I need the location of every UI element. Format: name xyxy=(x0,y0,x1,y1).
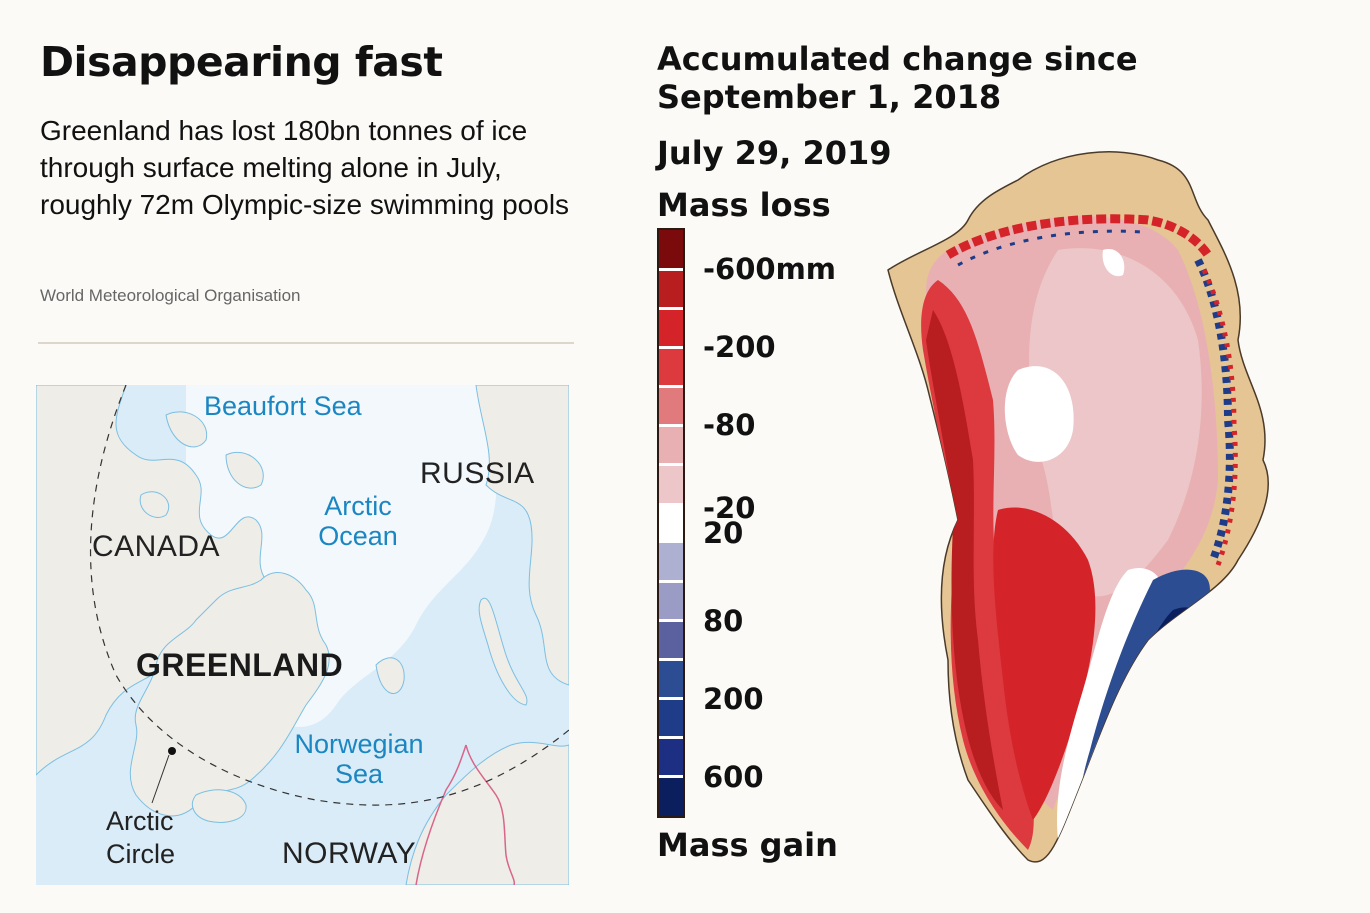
map-title-line2: September 1, 2018 xyxy=(657,78,1002,116)
legend-separator xyxy=(659,580,683,584)
legend-tick-label: 600 xyxy=(703,759,764,794)
divider xyxy=(38,342,574,344)
legend-separator xyxy=(659,736,683,740)
label-greenland: GREENLAND xyxy=(136,647,344,683)
arctic-circle-marker xyxy=(168,747,176,755)
label-norway: NORWAY xyxy=(282,837,417,870)
legend-bin xyxy=(659,581,683,622)
legend-separator xyxy=(659,306,683,310)
ice-no-change-zone-2 xyxy=(1102,249,1125,277)
legend-separator xyxy=(659,658,683,662)
map-date: July 29, 2019 xyxy=(657,134,892,172)
label-arctic-circle: Arctic Circle xyxy=(106,806,176,869)
legend-bin xyxy=(659,659,683,700)
legend-tick-label: -80 xyxy=(703,408,756,443)
map-title: Accumulated change since September 1, 20… xyxy=(657,40,1138,116)
legend-separator xyxy=(659,345,683,349)
land-canada-islands xyxy=(139,411,264,518)
legend-separator xyxy=(659,697,683,701)
ice-low-loss-zone xyxy=(1029,248,1202,597)
legend-bin xyxy=(659,620,683,661)
greenland-mass-change-map xyxy=(887,151,1269,863)
ice-no-change-zone xyxy=(1004,366,1074,462)
land-novaya-zemlya xyxy=(478,597,528,706)
land-iceland xyxy=(192,789,247,823)
legend-separator xyxy=(659,423,683,427)
legend-bin xyxy=(659,698,683,739)
legend-bin xyxy=(659,386,683,426)
north-coast-melt xyxy=(945,214,1212,259)
southwest-melt-area xyxy=(993,507,1096,820)
legend-bin xyxy=(659,230,683,270)
map-title-line1: Accumulated change since xyxy=(657,40,1138,78)
legend-separator xyxy=(659,384,683,388)
legend-bin xyxy=(659,464,683,504)
legend-tick-label: -200 xyxy=(703,330,776,365)
locator-map: Beaufort Sea Arctic Ocean RUSSIA CANADA … xyxy=(36,385,569,885)
west-coast-severe-loss xyxy=(926,310,1003,810)
land-canada xyxy=(36,385,270,776)
legend-gain-label: Mass gain xyxy=(657,826,838,864)
legend-separator xyxy=(659,775,683,779)
legend-bin xyxy=(659,776,683,817)
label-russia: RUSSIA xyxy=(420,457,535,490)
legend-separator xyxy=(659,462,683,466)
locator-map-graphic xyxy=(36,385,569,885)
legend-separator xyxy=(659,619,683,623)
legend-separator xyxy=(659,267,683,271)
legend-bin xyxy=(659,503,683,544)
label-canada: CANADA xyxy=(92,530,221,563)
land-russia xyxy=(475,385,569,686)
source-credit: World Meteorological Organisation xyxy=(40,286,301,305)
land-greenland xyxy=(129,572,330,817)
legend-tick-label: -600mm xyxy=(703,252,837,287)
legend-tick-label: -20 xyxy=(703,490,756,525)
country-border xyxy=(415,744,516,885)
legend-bin xyxy=(659,269,683,309)
legend-tick-label: 20 xyxy=(703,515,744,550)
land-svalbard xyxy=(375,657,405,694)
legend-tick-label: 200 xyxy=(703,681,764,716)
legend-bin xyxy=(659,542,683,583)
legend-tick-label: 80 xyxy=(703,603,744,638)
legend-bin xyxy=(659,308,683,348)
headline: Disappearing fast xyxy=(40,38,443,86)
color-legend xyxy=(657,228,685,818)
arctic-circle-line xyxy=(89,385,569,806)
legend-bin xyxy=(659,347,683,387)
legend-bin xyxy=(659,737,683,778)
land-scandinavia xyxy=(405,741,569,885)
legend-bin xyxy=(659,425,683,465)
label-norwegian-sea: Norwegian Sea xyxy=(294,729,424,789)
arctic-circle-leader xyxy=(151,754,170,804)
label-beaufort-sea: Beaufort Sea xyxy=(204,391,362,421)
subheadline: Greenland has lost 180bn tonnes of ice t… xyxy=(40,115,570,220)
label-arctic-ocean: Arctic Ocean xyxy=(318,491,398,551)
legend-loss-label: Mass loss xyxy=(657,186,831,224)
